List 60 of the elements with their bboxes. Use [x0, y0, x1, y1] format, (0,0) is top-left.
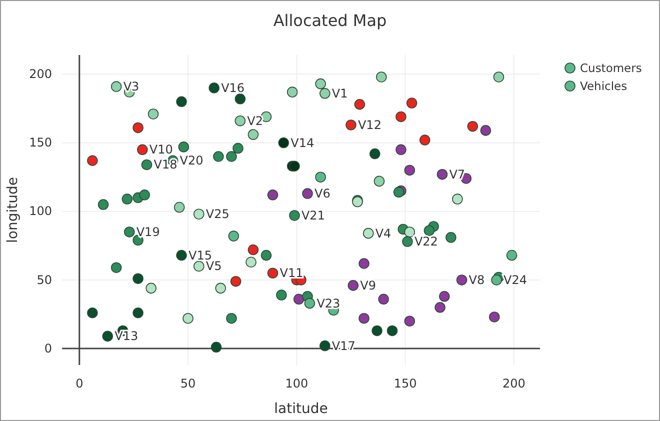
data-label: V13: [114, 329, 138, 344]
data-label: V12: [358, 118, 382, 132]
y-tick-label: 100: [29, 204, 52, 218]
point: [346, 120, 356, 130]
data-label: V22: [414, 234, 438, 249]
point: [141, 159, 152, 170]
y-tick-label: 150: [29, 136, 52, 150]
point: [320, 88, 330, 99]
data-label: V11: [280, 266, 304, 280]
data-label: V18: [154, 158, 178, 172]
data-label: V2: [247, 114, 264, 128]
data-label: V8: [468, 272, 485, 287]
point: [402, 236, 413, 247]
point: [124, 226, 135, 238]
y-tick-label: 200: [29, 67, 52, 82]
point: [267, 268, 278, 278]
point: [302, 188, 313, 199]
point: [289, 210, 300, 221]
data-label: V10: [149, 142, 173, 157]
chart-title: Allocated Map: [273, 11, 387, 30]
point: [278, 137, 289, 148]
data-label: V24: [504, 272, 528, 287]
point: [208, 82, 220, 94]
point: [456, 274, 468, 286]
point: [137, 144, 148, 156]
point: [491, 274, 502, 286]
data-label: V4: [375, 226, 392, 240]
data-label: V7: [449, 167, 466, 182]
x-tick-label: 100: [285, 376, 308, 391]
y-tick-label: 0: [44, 341, 52, 356]
data-label: V19: [136, 224, 160, 239]
point: [110, 81, 122, 92]
point: [362, 228, 374, 239]
data-label: V9: [360, 278, 376, 292]
data-label: V6: [314, 186, 330, 201]
x-tick-label: 150: [394, 376, 417, 391]
data-label: V25: [206, 207, 230, 222]
x-tick-label: 200: [502, 376, 526, 391]
x-tick-label: 50: [180, 376, 196, 391]
data-label: V14: [290, 136, 314, 150]
point: [234, 115, 246, 126]
point: [348, 280, 359, 291]
y-tick-label: 50: [36, 272, 52, 287]
x-axis-title: latitude: [274, 401, 328, 417]
point: [194, 208, 204, 220]
point: [304, 298, 316, 309]
point: [102, 330, 114, 342]
point: [436, 168, 448, 180]
data-label: V21: [301, 208, 325, 222]
data-label: V1: [332, 86, 348, 100]
point: [194, 260, 204, 272]
data-label: V23: [316, 296, 340, 310]
legend-label: Vehicles: [580, 79, 628, 93]
data-label: V20: [180, 154, 204, 168]
legend-label: Customers: [580, 61, 642, 75]
data-label: V16: [221, 80, 245, 95]
point: [176, 250, 187, 261]
point: [320, 340, 330, 352]
y-axis-title: longitude: [5, 177, 21, 243]
x-tick-label: 0: [76, 376, 84, 391]
